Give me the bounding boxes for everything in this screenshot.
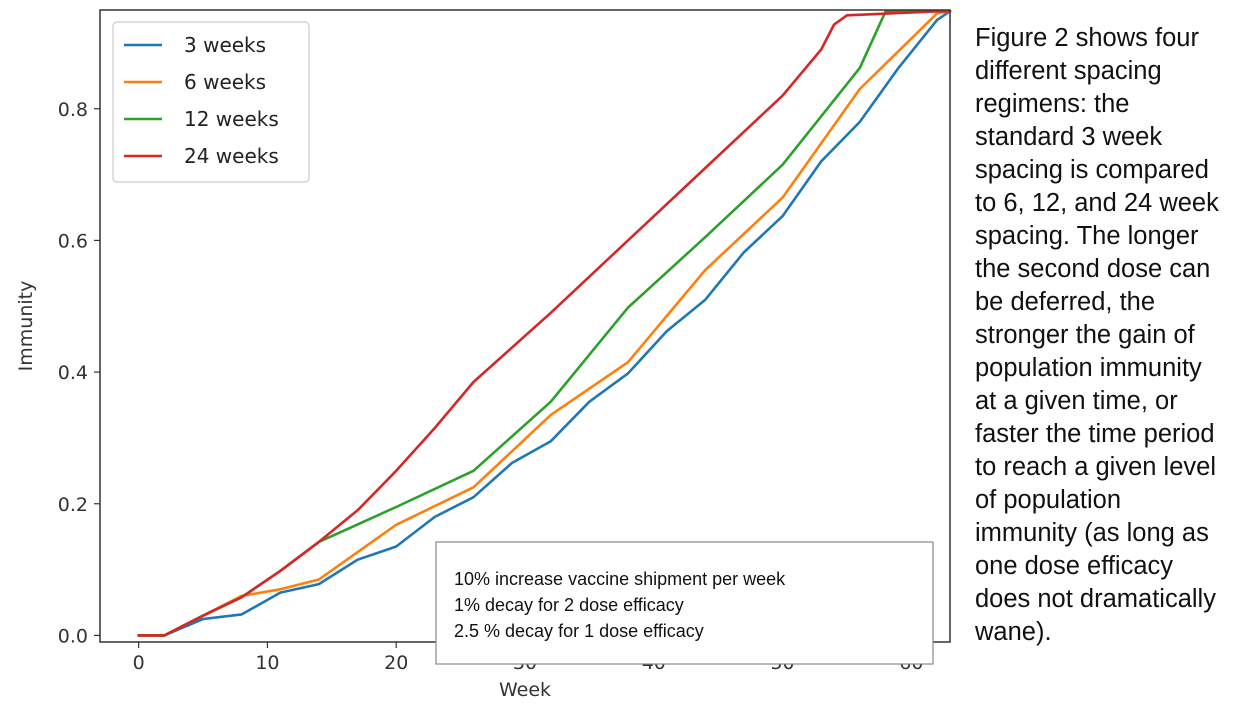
x-tick-label: 0	[133, 652, 145, 674]
legend-box	[112, 21, 310, 183]
legend: 3 weeks 6 weeks 12 weeks 24 weeks	[112, 21, 310, 183]
y-tick-label: 0.0	[58, 625, 88, 647]
legend-label-2: 6 weeks	[184, 70, 266, 94]
y-tick-label: 0.8	[58, 99, 88, 121]
x-tick-label: 10	[255, 652, 279, 674]
x-tick-label: 20	[384, 652, 408, 674]
y-tick-label: 0.4	[58, 362, 88, 384]
y-tick-label: 0.6	[58, 230, 88, 252]
series-layer	[137, 10, 952, 637]
y-axis-label: Immunity	[15, 281, 37, 372]
series-line-1	[137, 10, 952, 637]
figure-caption: Figure 2 shows four different spacing re…	[975, 24, 1219, 646]
x-axis-label: Week	[499, 679, 551, 701]
annotation-line-3: 2.5 % decay for 1 dose efficacy	[454, 621, 704, 641]
y-tick-label: 0.2	[58, 494, 88, 516]
legend-label-3: 12 weeks	[184, 107, 279, 131]
legend-label-1: 3 weeks	[184, 33, 266, 57]
series-line-4	[137, 10, 952, 637]
annotation-box: 10% increase vaccine shipment per week 1…	[435, 541, 934, 665]
annotation-frame	[435, 541, 934, 665]
legend-entries: 3 weeks 6 weeks 12 weeks 24 weeks	[124, 33, 279, 168]
annotation-line-1: 10% increase vaccine shipment per week	[454, 569, 786, 589]
annotation-line-2: 1% decay for 2 dose efficacy	[454, 595, 684, 615]
legend-label-4: 24 weeks	[184, 144, 279, 168]
